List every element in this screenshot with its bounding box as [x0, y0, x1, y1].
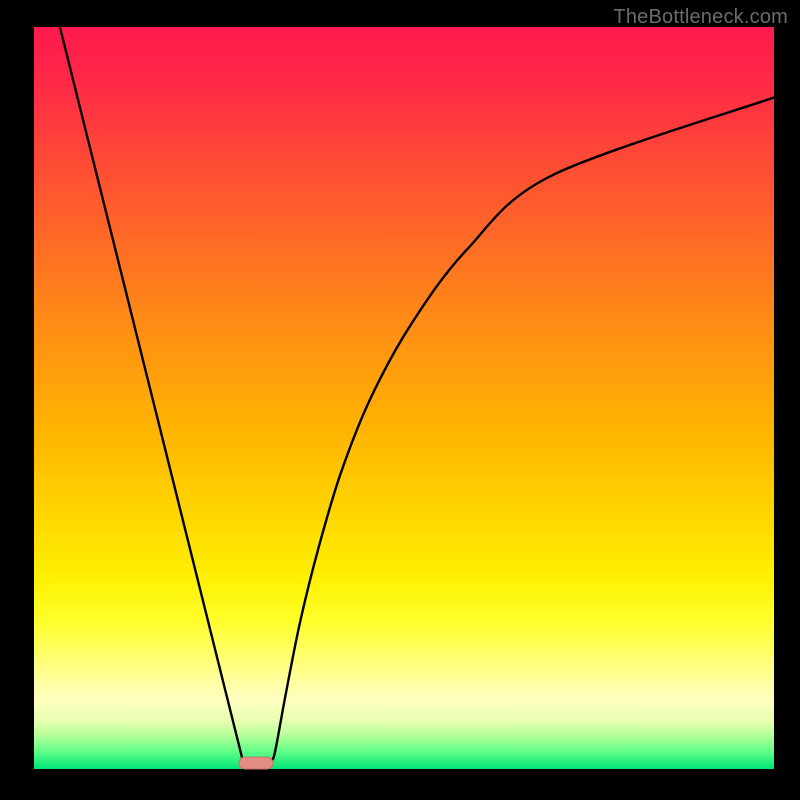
curve-overlay — [0, 0, 800, 800]
watermark-text: TheBottleneck.com — [613, 6, 788, 29]
chart-root: TheBottleneck.com — [0, 0, 800, 800]
curve-left — [60, 27, 243, 760]
curve-right — [270, 97, 774, 760]
bottleneck-marker — [239, 757, 273, 769]
